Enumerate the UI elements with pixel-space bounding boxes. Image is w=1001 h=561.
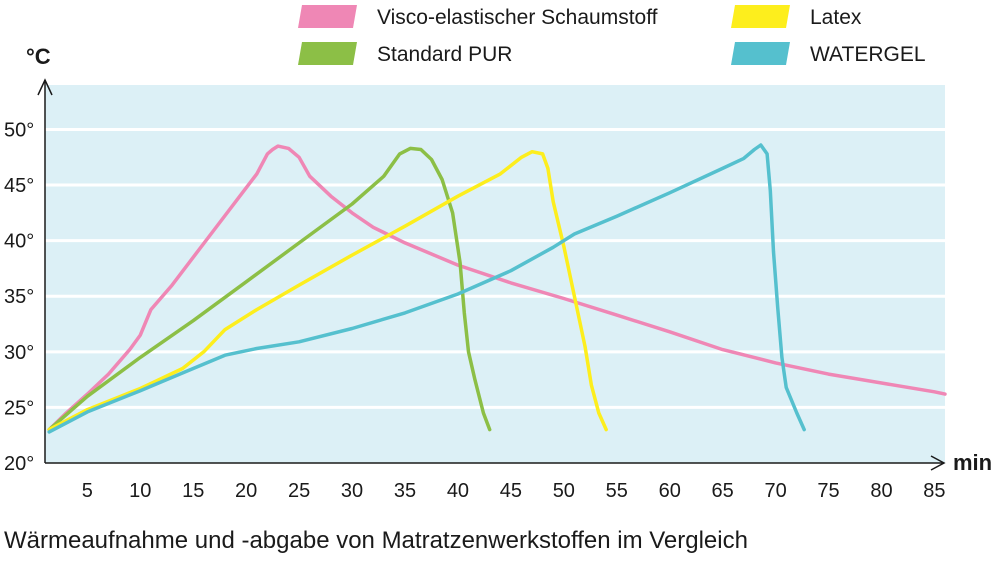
y-axis-unit: °C (26, 44, 51, 69)
series-line-2 (47, 146, 492, 432)
legend-label-2: Standard PUR (377, 43, 512, 66)
chart-caption: Wärmeaufnahme und -abgabe von Matratzenw… (4, 527, 748, 554)
plot-background (45, 85, 945, 463)
y-tick-label: 50° (4, 119, 34, 141)
x-tick-labels: 5 10 15 20 25 30 35 40 45 50 55 60 65 70 75 80 85 (82, 480, 946, 502)
x-tick-label: 85 (923, 480, 945, 502)
series-line-1 (47, 144, 947, 432)
x-tick-label: 70 (764, 480, 786, 502)
x-tick-label: 55 (606, 480, 628, 502)
x-tick-label: 75 (817, 480, 839, 502)
x-tick-label: 15 (182, 480, 204, 502)
y-tick-label: 35° (4, 286, 34, 308)
legend-swatch-4 (731, 42, 790, 65)
x-tick-label: 65 (712, 480, 734, 502)
legend-label-1: Visco-elastischer Schaumstoff (377, 6, 658, 29)
x-tick-label: 10 (129, 480, 151, 502)
legend-swatch-1 (298, 5, 357, 28)
legend: Visco-elastischer Schaumstoff Standard PU… (298, 5, 926, 66)
x-axis-unit: min (953, 450, 992, 475)
legend-label-4: WATERGEL (810, 43, 926, 66)
y-tick-label: 45° (4, 175, 34, 197)
y-tick-label: 40° (4, 231, 34, 253)
x-tick-label: 80 (870, 480, 892, 502)
x-tick-label: 40 (447, 480, 469, 502)
x-tick-label: 30 (341, 480, 363, 502)
series-line-3 (47, 149, 608, 432)
series-line-4 (47, 143, 806, 434)
y-tick-label: 30° (4, 342, 34, 364)
x-tick-label: 20 (235, 480, 257, 502)
y-tick-label: 20° (4, 453, 34, 475)
series-lines (47, 143, 947, 434)
y-tick-label: 25° (4, 397, 34, 419)
x-tick-label: 25 (288, 480, 310, 502)
x-axis-arrow (930, 455, 946, 471)
legend-swatch-2 (298, 42, 357, 65)
x-tick-label: 60 (659, 480, 681, 502)
legend-label-3: Latex (810, 6, 862, 29)
x-tick-label: 45 (500, 480, 522, 502)
y-tick-labels: 20° 25° 30° 35° 40° 45° 50° (4, 119, 34, 475)
x-tick-label: 5 (82, 480, 93, 502)
gridlines (45, 127, 945, 409)
x-tick-label: 35 (394, 480, 416, 502)
y-axis-arrow (37, 78, 53, 96)
x-tick-label: 50 (553, 480, 575, 502)
axes (37, 78, 946, 471)
legend-swatch-3 (731, 5, 790, 28)
